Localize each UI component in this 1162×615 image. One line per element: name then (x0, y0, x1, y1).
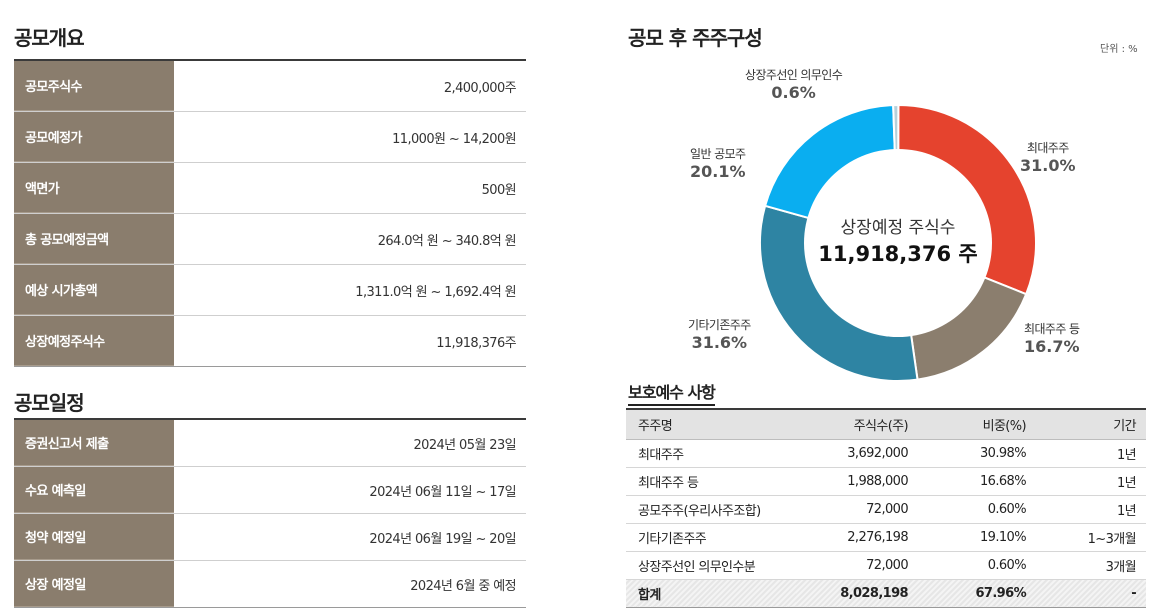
cell-holder: 최대주주 등 (626, 467, 796, 496)
table-row: 증권신고서 제출 2024년 05월 23일 (14, 420, 526, 467)
slice-name: 기타기존주주 (688, 318, 751, 332)
table-row: 예상 시가총액 1,311.0억 원 ~ 1,692.4억 원 (14, 265, 526, 316)
table-header-row: 주주명 주식수(주) 비중(%) 기간 (626, 408, 1146, 440)
cell-period: 1년 (1026, 439, 1146, 468)
cell-ratio: 30.98% (908, 439, 1027, 468)
slice-value: 0.6% (771, 83, 816, 102)
slice-value: 20.1% (690, 162, 746, 181)
schedule-title: 공모일정 (14, 391, 85, 415)
lockup-title: 보호예수 사항 (628, 379, 716, 406)
slice-name: 일반 공모주 (690, 147, 746, 161)
table-row: 총 공모예정금액 264.0억 원 ~ 340.8억 원 (14, 214, 526, 265)
table-row: 수요 예측일 2024년 06월 11일 ~ 17일 (14, 467, 526, 514)
row-key: 공모주식수 (14, 61, 174, 111)
cell-total-shares: 8,028,198 (796, 579, 909, 608)
unit-label: 단위 : % (1100, 44, 1138, 55)
table-row: 공모주식수 2,400,000주 (14, 61, 526, 112)
header-ratio: 비중(%) (908, 408, 1027, 440)
pie-label-existing-shareholders: 기타기존주주 31.6% (688, 316, 751, 353)
table-row: 상장주선인 의무인수분 72,000 0.60% 3개월 (626, 551, 1146, 580)
row-value: 2024년 06월 19일 ~ 20일 (369, 531, 516, 547)
table-row: 최대주주 등 1,988,000 16.68% 1년 (626, 467, 1146, 496)
table-row: 기타기존주주 2,276,198 19.10% 1~3개월 (626, 523, 1146, 552)
slice-name: 최대주주 (1026, 141, 1069, 155)
cell-period: 1~3개월 (1026, 523, 1146, 552)
slice-name: 최대주주 등 (1024, 322, 1080, 336)
table-row: 최대주주 3,692,000 30.98% 1년 (626, 439, 1146, 468)
center-label: 상장예정 주식수 (841, 218, 956, 238)
row-key: 예상 시가총액 (14, 265, 174, 315)
cell-shares: 3,692,000 (796, 439, 909, 468)
shareholder-donut-chart: 상장예정 주식수 11,918,376 주 (759, 103, 1037, 382)
row-key: 상장예정주식수 (14, 316, 174, 366)
cell-holder: 최대주주 (626, 439, 796, 468)
cell-shares: 72,000 (796, 495, 909, 524)
slice-value: 16.7% (1024, 337, 1080, 356)
header-shares: 주식수(주) (796, 408, 909, 440)
row-value: 11,000원 ~ 14,200원 (392, 131, 516, 147)
table-row: 상장예정주식수 11,918,376주 (14, 316, 526, 367)
cell-period: 3개월 (1026, 551, 1146, 580)
pie-label-underwriter: 상장주선인 의무인수 0.6% (745, 66, 843, 103)
table-row: 액면가 500원 (14, 163, 526, 214)
offering-table: 공모주식수 2,400,000주 공모예정가 11,000원 ~ 14,200원 액… (14, 59, 526, 367)
cell-holder: 기타기존주주 (626, 523, 796, 552)
pie-label-public-offering: 일반 공모주 20.1% (690, 145, 746, 182)
cell-total-period: - (1026, 579, 1146, 608)
row-value: 11,918,376주 (436, 335, 516, 351)
slice-value: 31.6% (691, 333, 748, 352)
table-row: 상장 예정일 2024년 6월 중 예정 (14, 561, 526, 608)
cell-ratio: 0.60% (908, 551, 1027, 580)
donut-hole (804, 149, 992, 337)
pie-label-largest-shareholder-etc: 최대주주 등 16.7% (1024, 320, 1080, 357)
row-key: 증권신고서 제출 (14, 420, 174, 466)
row-value: 2024년 06월 11일 ~ 17일 (369, 484, 516, 500)
cell-ratio: 19.10% (908, 523, 1027, 552)
row-value: 2024년 6월 중 예정 (410, 578, 516, 594)
pie-label-largest-shareholder: 최대주주 31.0% (1020, 139, 1076, 176)
table-row: 공모주주(우리사주조합) 72,000 0.60% 1년 (626, 495, 1146, 524)
row-key: 공모예정가 (14, 112, 174, 162)
row-key: 수요 예측일 (14, 467, 174, 513)
center-value: 11,918,376 주 (818, 242, 977, 266)
cell-ratio: 16.68% (908, 467, 1027, 496)
slice-name: 상장주선인 의무인수 (745, 68, 843, 82)
schedule-table: 증권신고서 제출 2024년 05월 23일 수요 예측일 2024년 06월 11… (14, 418, 526, 608)
table-row: 공모예정가 11,000원 ~ 14,200원 (14, 112, 526, 163)
shareholders-title: 공모 후 주주구성 (628, 26, 763, 50)
table-row: 청약 예정일 2024년 06월 19일 ~ 20일 (14, 514, 526, 561)
cell-total-ratio: 67.96% (908, 579, 1027, 608)
lockup-table: 주주명 주식수(주) 비중(%) 기간 최대주주 3,692,000 30.98… (626, 408, 1146, 608)
cell-period: 1년 (1026, 467, 1146, 496)
header-holder: 주주명 (626, 408, 796, 440)
row-key: 청약 예정일 (14, 514, 174, 560)
slice-value: 31.0% (1020, 156, 1076, 175)
row-key: 상장 예정일 (14, 561, 174, 607)
cell-shares: 2,276,198 (796, 523, 909, 552)
row-value: 2024년 05월 23일 (413, 437, 516, 453)
table-total-row: 합계 8,028,198 67.96% - (626, 579, 1146, 608)
cell-holder: 공모주주(우리사주조합) (626, 495, 796, 524)
cell-shares: 72,000 (796, 551, 909, 580)
cell-shares: 1,988,000 (796, 467, 909, 496)
row-key: 액면가 (14, 163, 174, 213)
header-period: 기간 (1026, 408, 1146, 440)
row-value: 2,400,000주 (443, 80, 517, 96)
row-value: 500원 (481, 182, 517, 198)
cell-period: 1년 (1026, 495, 1146, 524)
row-value: 1,311.0억 원 ~ 1,692.4억 원 (355, 284, 516, 300)
cell-total-label: 합계 (626, 579, 796, 608)
cell-holder: 상장주선인 의무인수분 (626, 551, 796, 580)
cell-ratio: 0.60% (908, 495, 1027, 524)
row-value: 264.0억 원 ~ 340.8억 원 (377, 233, 517, 249)
offering-title: 공모개요 (14, 26, 85, 50)
row-key: 총 공모예정금액 (14, 214, 174, 264)
